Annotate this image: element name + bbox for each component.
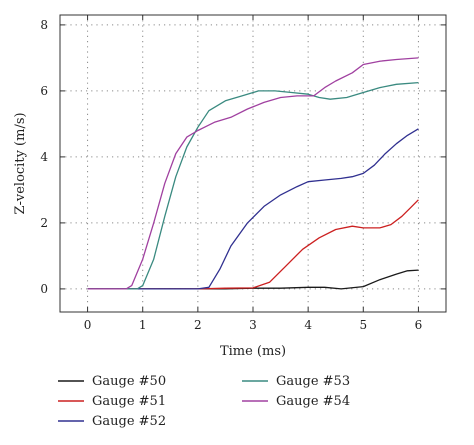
y-tick-label: 2 xyxy=(40,216,48,230)
legend-label: Gauge #51 xyxy=(92,394,166,409)
x-tick-label: 5 xyxy=(359,318,367,332)
series-lines xyxy=(87,57,419,290)
y-tick-label: 0 xyxy=(40,282,48,296)
y-tick-label: 4 xyxy=(40,150,48,164)
legend: Gauge #50 Gauge #51 Gauge #52 Gauge #53 Gaug… xyxy=(58,374,350,429)
series-line-5 xyxy=(87,57,419,290)
series-line-3 xyxy=(87,128,419,290)
x-axis-title: Time (ms) xyxy=(220,344,286,359)
y-tick-label: 8 xyxy=(40,18,48,32)
x-tick-label: 0 xyxy=(84,318,92,332)
x-tick-label: 6 xyxy=(415,318,423,332)
series-line-2 xyxy=(87,199,419,290)
x-tick-label: 3 xyxy=(249,318,257,332)
y-axis-title: Z-velocity (m/s) xyxy=(13,112,28,214)
grid xyxy=(60,15,446,312)
y-tick-label: 6 xyxy=(40,84,48,98)
legend-label: Gauge #53 xyxy=(276,374,350,389)
x-tick-label: 4 xyxy=(304,318,312,332)
x-tick-label: 2 xyxy=(194,318,202,332)
series-line-4 xyxy=(87,81,419,290)
legend-label: Gauge #52 xyxy=(92,414,166,429)
axis-ticks: 0 1 2 3 4 5 6 0 2 4 6 8 xyxy=(40,15,446,332)
x-tick-label: 1 xyxy=(139,318,147,332)
legend-label: Gauge #50 xyxy=(92,374,166,389)
plot-area-frame xyxy=(59,14,447,313)
legend-label: Gauge #54 xyxy=(276,394,350,409)
